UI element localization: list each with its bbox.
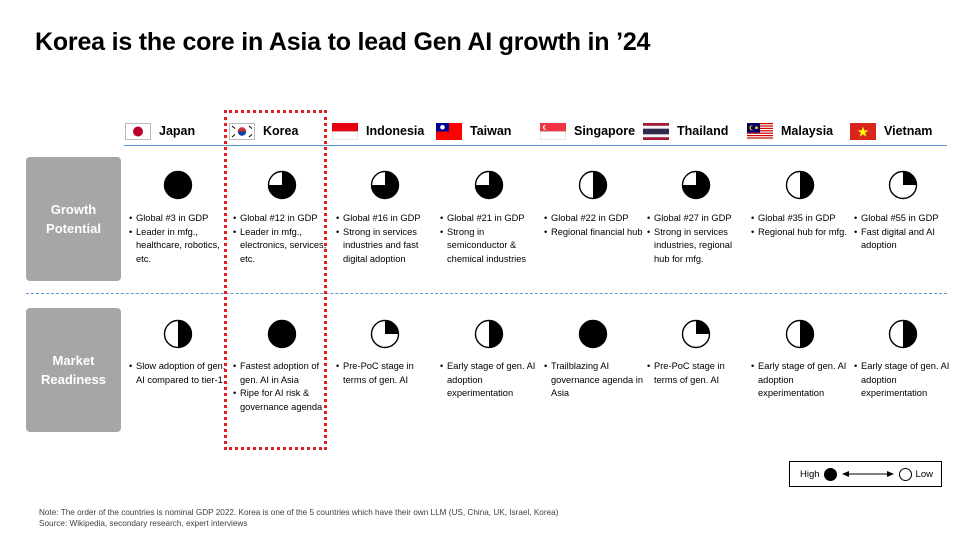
legend: High Low: [789, 461, 942, 487]
country-header-taiwan: Taiwan: [436, 121, 511, 141]
bullet-item: Regional hub for mfg.: [751, 226, 851, 240]
harvey-ball-market-indonesia: [370, 319, 400, 349]
bullet-item: Regional financial hub: [544, 226, 644, 240]
bullet-item: Strong in services industries and fast d…: [336, 226, 436, 267]
growth-description-japan: Global #3 in GDPLeader in mfg., healthca…: [129, 212, 229, 266]
growth-description-malaysia: Global #35 in GDPRegional hub for mfg.: [751, 212, 851, 239]
row-divider: [26, 293, 947, 294]
taiwan-flag-icon: [436, 122, 462, 140]
bullet-item: Ripe for AI risk & governance agenda: [233, 387, 333, 414]
bullet-item: Early stage of gen. AI adoption experime…: [440, 360, 540, 401]
country-name: Indonesia: [366, 124, 425, 138]
country-name: Korea: [263, 124, 299, 138]
harvey-ball-market-singapore: [578, 319, 608, 349]
harvey-ball-market-korea: [267, 319, 297, 349]
growth-description-indonesia: Global #16 in GDPStrong in services indu…: [336, 212, 436, 266]
bullet-item: Strong in services industries, regional …: [647, 226, 747, 267]
row-label-growth-potential: Growth Potential: [26, 157, 121, 281]
filled-circle-icon: [823, 467, 837, 481]
harvey-ball-growth-taiwan: [474, 170, 504, 200]
bullet-item: Slow adoption of gen. AI compared to tie…: [129, 360, 229, 387]
country-header-thailand: Thailand: [643, 121, 728, 141]
source-note: Source: Wikipedia, secondary research, e…: [39, 519, 248, 528]
country-name: Singapore: [574, 124, 636, 138]
bullet-item: Global #21 in GDP: [440, 212, 540, 226]
country-name: Malaysia: [781, 124, 834, 138]
harvey-ball-market-taiwan: [474, 319, 504, 349]
bullet-item: Global #22 in GDP: [544, 212, 644, 226]
country-name: Taiwan: [470, 124, 512, 138]
korea-highlight-box: [224, 110, 327, 450]
malaysia-flag-icon: [747, 122, 773, 140]
bullet-item: Trailblazing AI governance agenda in Asi…: [544, 360, 644, 401]
country-header-vietnam: Vietnam: [850, 121, 932, 141]
thailand-flag-icon: [643, 122, 669, 140]
market-description-indonesia: Pre-PoC stage in terms of gen. AI: [336, 360, 436, 387]
legend-high-label: High: [800, 468, 820, 480]
market-description-vietnam: Early stage of gen. AI adoption experime…: [854, 360, 954, 401]
empty-circle-icon: [898, 467, 912, 481]
bullet-item: Leader in mfg., electronics, services, e…: [233, 226, 333, 267]
slide-title: Korea is the core in Asia to lead Gen AI…: [35, 28, 651, 56]
market-description-taiwan: Early stage of gen. AI adoption experime…: [440, 360, 540, 401]
double-arrow-icon: [841, 471, 894, 477]
country-header-indonesia: Indonesia: [332, 121, 424, 141]
legend-low-label: Low: [915, 468, 933, 480]
harvey-ball-market-vietnam: [888, 319, 918, 349]
bullet-item: Global #12 in GDP: [233, 212, 333, 226]
bullet-item: Fast digital and AI adoption: [854, 226, 954, 253]
harvey-ball-market-malaysia: [785, 319, 815, 349]
growth-description-vietnam: Global #55 in GDPFast digital and AI ado…: [854, 212, 954, 253]
harvey-ball-growth-vietnam: [888, 170, 918, 200]
header-rule: [124, 145, 947, 146]
vietnam-flag-icon: [850, 122, 876, 140]
harvey-ball-growth-korea: [267, 170, 297, 200]
harvey-ball-growth-indonesia: [370, 170, 400, 200]
market-description-malaysia: Early stage of gen. AI adoption experime…: [751, 360, 851, 401]
harvey-ball-growth-singapore: [578, 170, 608, 200]
footnote: Note: The order of the countries is nomi…: [39, 508, 559, 517]
country-name: Japan: [159, 124, 196, 138]
country-header-korea: Korea: [229, 121, 298, 141]
market-description-japan: Slow adoption of gen. AI compared to tie…: [129, 360, 229, 387]
growth-description-singapore: Global #22 in GDPRegional financial hub: [544, 212, 644, 239]
country-header-japan: Japan: [125, 121, 195, 141]
bullet-item: Global #16 in GDP: [336, 212, 436, 226]
bullet-item: Pre-PoC stage in terms of gen. AI: [336, 360, 436, 387]
japan-flag-icon: [125, 122, 151, 140]
harvey-ball-growth-japan: [163, 170, 193, 200]
growth-description-korea: Global #12 in GDPLeader in mfg., electro…: [233, 212, 333, 266]
country-header-singapore: Singapore: [540, 121, 635, 141]
bullet-item: Early stage of gen. AI adoption experime…: [751, 360, 851, 401]
harvey-ball-market-japan: [163, 319, 193, 349]
bullet-item: Global #35 in GDP: [751, 212, 851, 226]
bullet-item: Fastest adoption of gen. AI in Asia: [233, 360, 333, 387]
harvey-ball-growth-thailand: [681, 170, 711, 200]
country-header-malaysia: Malaysia: [747, 121, 833, 141]
bullet-item: Global #55 in GDP: [854, 212, 954, 226]
bullet-item: Pre-PoC stage in terms of gen. AI: [647, 360, 747, 387]
growth-description-taiwan: Global #21 in GDPStrong in semiconductor…: [440, 212, 540, 266]
bullet-item: Global #27 in GDP: [647, 212, 747, 226]
bullet-item: Early stage of gen. AI adoption experime…: [854, 360, 954, 401]
korea-flag-icon: [229, 122, 255, 140]
harvey-ball-growth-malaysia: [785, 170, 815, 200]
country-name: Vietnam: [884, 124, 933, 138]
bullet-item: Strong in semiconductor & chemical indus…: [440, 226, 540, 267]
bullet-item: Leader in mfg., healthcare, robotics, et…: [129, 226, 229, 267]
row-label-market-readiness: Market Readiness: [26, 308, 121, 432]
indonesia-flag-icon: [332, 122, 358, 140]
market-description-singapore: Trailblazing AI governance agenda in Asi…: [544, 360, 644, 401]
growth-description-thailand: Global #27 in GDPStrong in services indu…: [647, 212, 747, 266]
market-description-thailand: Pre-PoC stage in terms of gen. AI: [647, 360, 747, 387]
country-name: Thailand: [677, 124, 729, 138]
harvey-ball-market-thailand: [681, 319, 711, 349]
singapore-flag-icon: [540, 122, 566, 140]
market-description-korea: Fastest adoption of gen. AI in AsiaRipe …: [233, 360, 333, 414]
bullet-item: Global #3 in GDP: [129, 212, 229, 226]
